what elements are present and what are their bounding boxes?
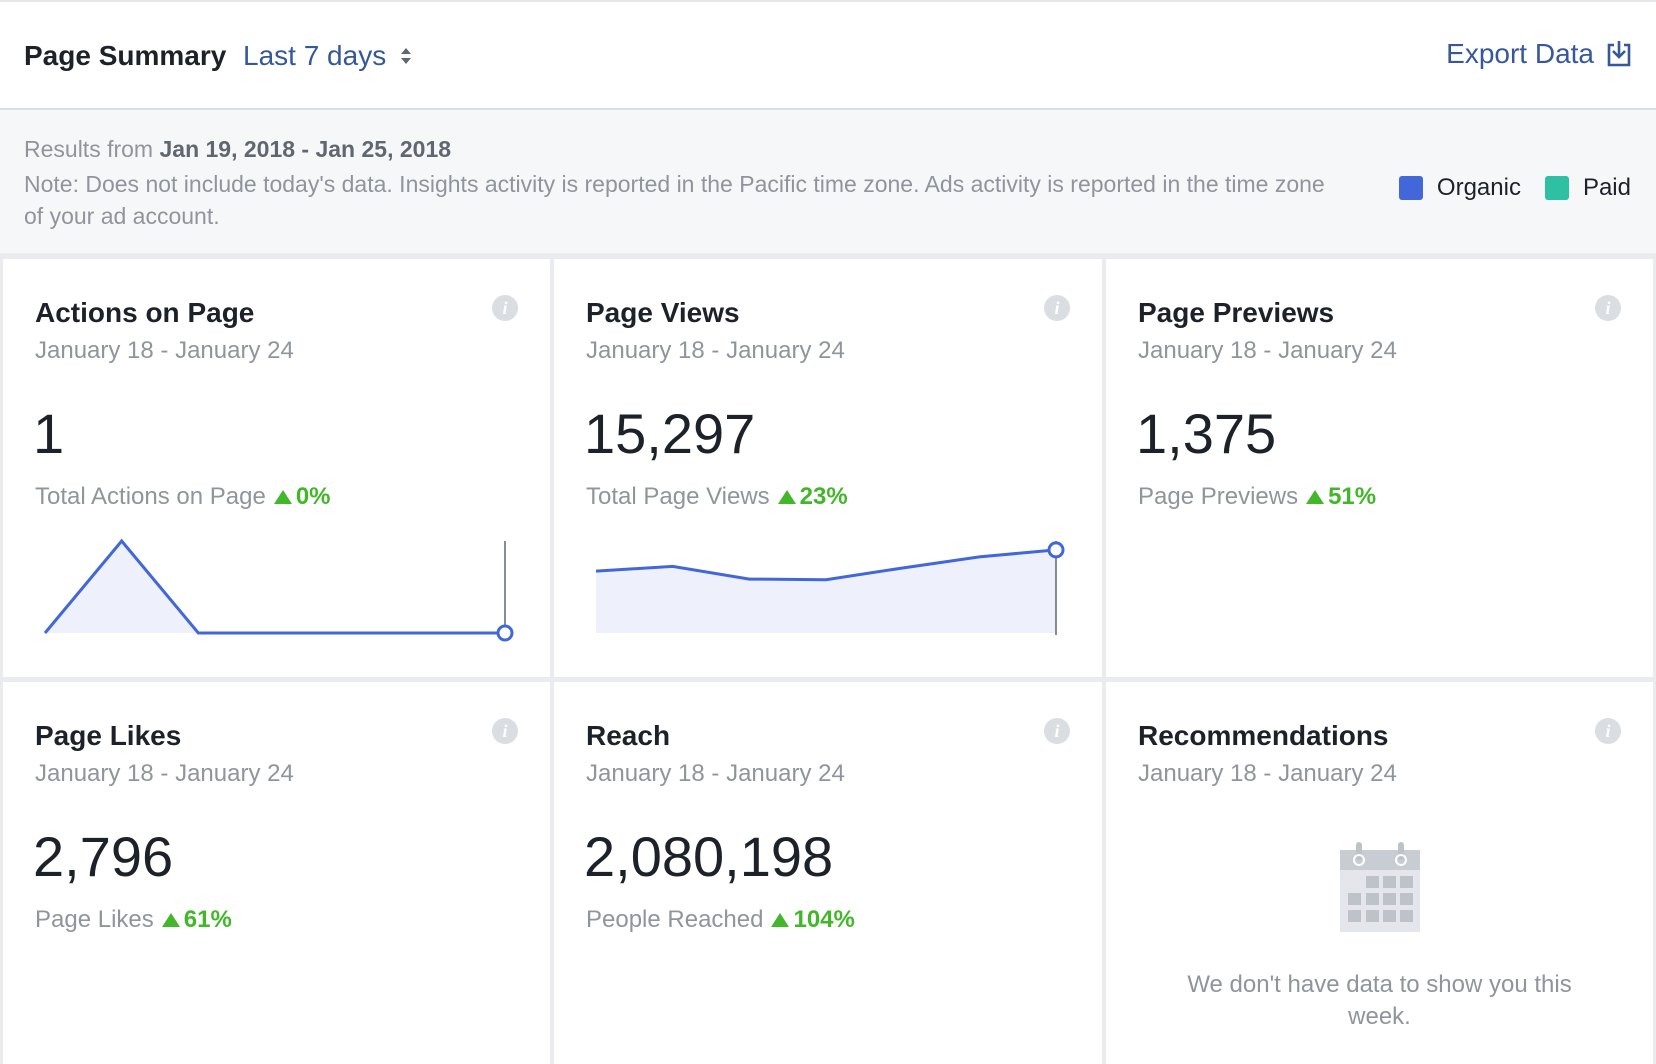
legend-item-paid: Paid xyxy=(1544,174,1631,202)
date-range-selector[interactable]: Last 7 days xyxy=(243,40,412,72)
card-reach[interactable]: Reach i January 18 - January 24 2,080,19… xyxy=(554,682,1102,1064)
metric-label: Total Actions on Page 0% xyxy=(35,483,331,511)
sparkline-point[interactable] xyxy=(496,624,514,642)
metric-label-text: Page Likes xyxy=(35,906,154,933)
export-data-label: Export Data xyxy=(1446,38,1594,69)
metric-label: Page Previews 51% xyxy=(1138,483,1376,511)
card-dates: January 18 - January 24 xyxy=(1138,337,1397,364)
up-arrow-icon xyxy=(1306,490,1325,504)
up-arrow-icon xyxy=(161,913,180,927)
metric-label: People Reached 104% xyxy=(586,906,855,934)
metric-change: 23% xyxy=(799,483,848,510)
trend-sparkline xyxy=(595,541,1065,635)
info-icon[interactable]: i xyxy=(492,295,518,321)
results-range: Results from Jan 19, 2018 - Jan 25, 2018 xyxy=(24,136,451,163)
card-dates: January 18 - January 24 xyxy=(35,337,294,364)
metrics-grid: Actions on Page i January 18 - January 2… xyxy=(0,256,1656,1064)
date-range-label: Last 7 days xyxy=(243,40,387,71)
legend-item-organic: Organic xyxy=(1398,174,1521,202)
card-dates: January 18 - January 24 xyxy=(586,337,845,364)
metric-value: 15,297 xyxy=(584,402,756,465)
metric-change: 104% xyxy=(793,906,855,933)
metric-value: 1 xyxy=(33,402,65,465)
metric-change: 0% xyxy=(295,483,331,510)
trend-sparkline xyxy=(43,538,514,642)
metric-value: 1,375 xyxy=(1136,402,1277,465)
sparkline-area xyxy=(596,549,1056,633)
page-title: Page Summary xyxy=(24,40,227,71)
metric-change: 51% xyxy=(1328,483,1377,510)
paid-swatch xyxy=(1544,176,1569,200)
sparkline-area xyxy=(45,541,505,633)
metric-label-text: Page Previews xyxy=(1138,483,1299,510)
card-title: Page Views xyxy=(586,297,740,328)
up-arrow-icon xyxy=(771,913,790,927)
download-icon xyxy=(1607,41,1631,67)
card-title: Recommendations xyxy=(1138,720,1389,751)
info-icon[interactable]: i xyxy=(1595,718,1621,744)
card-page-previews[interactable]: Page Previews i January 18 - January 24 … xyxy=(1106,259,1653,677)
card-title: Page Previews xyxy=(1138,297,1335,328)
card-page-views[interactable]: Page Views i January 18 - January 24 15,… xyxy=(554,259,1102,677)
organic-swatch xyxy=(1398,176,1423,200)
card-page-likes[interactable]: Page Likes i January 18 - January 24 2,7… xyxy=(3,682,550,1064)
empty-state: We don't have data to show you this week… xyxy=(1106,840,1653,1033)
card-actions-on-page[interactable]: Actions on Page i January 18 - January 2… xyxy=(3,259,550,677)
calendar-icon xyxy=(1339,842,1420,932)
card-dates: January 18 - January 24 xyxy=(586,760,845,787)
up-arrow-icon xyxy=(777,490,796,504)
results-prefix: Results from xyxy=(24,136,154,162)
card-title: Page Likes xyxy=(35,720,182,751)
card-dates: January 18 - January 24 xyxy=(1138,760,1397,787)
timezone-note: Note: Does not include today's data. Ins… xyxy=(24,171,1325,229)
metric-label-text: Total Page Views xyxy=(586,483,770,510)
sparkline-line xyxy=(43,538,505,635)
sparkline-point[interactable] xyxy=(1047,541,1065,559)
info-icon[interactable]: i xyxy=(1044,718,1070,744)
results-dates: Jan 19, 2018 - Jan 25, 2018 xyxy=(159,136,452,162)
up-arrow-icon xyxy=(273,490,292,504)
card-dates: January 18 - January 24 xyxy=(35,760,294,787)
page-summary-header: Page Summary Last 7 days Export Data xyxy=(0,2,1656,110)
legend-label-organic: Organic xyxy=(1436,174,1521,201)
top-border xyxy=(0,0,1656,2)
metric-change: 61% xyxy=(183,906,232,933)
empty-state-message: We don't have data to show you this week… xyxy=(1187,971,1572,1030)
info-icon[interactable]: i xyxy=(492,718,518,744)
card-title: Reach xyxy=(586,720,671,751)
card-recommendations[interactable]: Recommendations i January 18 - January 2… xyxy=(1106,682,1653,1064)
sort-arrows-icon xyxy=(400,47,411,64)
metric-label-text: Total Actions on Page xyxy=(35,483,266,510)
card-title: Actions on Page xyxy=(35,297,255,328)
info-icon[interactable]: i xyxy=(1044,295,1070,321)
legend: Organic Paid xyxy=(1398,174,1631,202)
metric-value: 2,080,198 xyxy=(584,825,834,888)
info-icon[interactable]: i xyxy=(1595,295,1621,321)
metric-value: 2,796 xyxy=(33,825,174,888)
metric-label-text: People Reached xyxy=(586,906,764,933)
sparkline-line xyxy=(595,548,1057,582)
results-info-bar: Results from Jan 19, 2018 - Jan 25, 2018… xyxy=(0,110,1656,256)
export-data-button[interactable]: Export Data xyxy=(1446,38,1632,70)
metric-label: Total Page Views 23% xyxy=(586,483,848,511)
legend-label-paid: Paid xyxy=(1582,174,1631,201)
metric-label: Page Likes 61% xyxy=(35,906,232,934)
